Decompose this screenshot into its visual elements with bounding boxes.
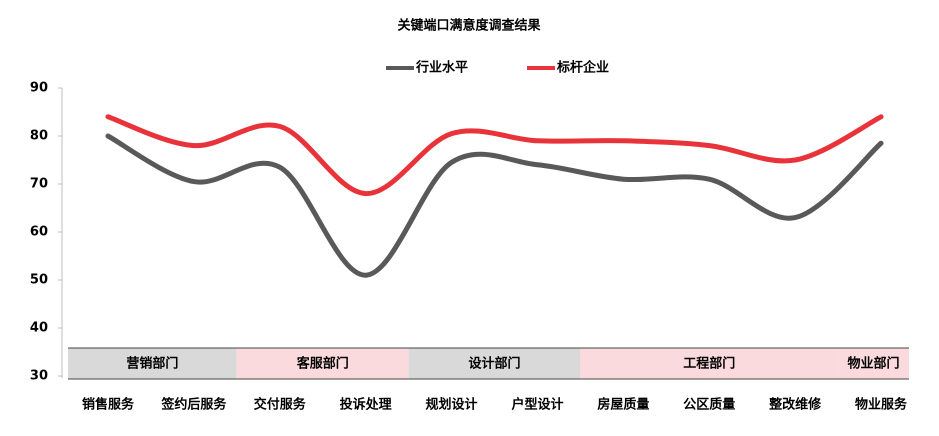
y-tick-label: 40: [30, 321, 48, 336]
y-tick-label: 50: [30, 273, 48, 288]
group-band: [408, 348, 581, 379]
x-tick-label: 销售服务: [82, 397, 135, 413]
legend-label: 行业水平: [415, 60, 468, 76]
y-tick-label: 30: [30, 369, 48, 384]
legend-label: 标杆企业: [556, 60, 609, 76]
x-tick-label: 规划设计: [426, 397, 478, 413]
group-label: 客服部门: [297, 356, 349, 372]
x-tick-label: 签约后服务: [160, 397, 227, 413]
x-tick-label: 房屋质量: [597, 397, 649, 413]
x-tick-label: 整改维修: [768, 397, 822, 413]
group-band: [838, 348, 909, 379]
x-tick-label: 投诉处理: [340, 397, 392, 413]
y-tick-label: 70: [30, 177, 48, 192]
x-tick-label: 物业服务: [855, 397, 908, 413]
x-tick-label: 交付服务: [254, 397, 307, 413]
x-tick-label: 户型设计: [511, 397, 563, 413]
series-line: [105, 114, 884, 197]
x-tick-label: 公区质量: [683, 397, 735, 413]
group-band: [580, 348, 839, 379]
group-label: 工程部门: [683, 356, 735, 372]
y-tick-label: 60: [30, 225, 48, 240]
series-line: [105, 133, 884, 278]
chart-title: 关键端口满意度调查结果: [397, 18, 540, 34]
group-label: 设计部门: [468, 356, 520, 372]
group-label: 营销部门: [126, 356, 178, 372]
y-tick-label: 80: [30, 129, 48, 144]
group-band: [236, 348, 409, 379]
group-label: 物业部门: [848, 356, 900, 372]
y-tick-label: 90: [30, 81, 48, 96]
group-band: [68, 348, 237, 379]
